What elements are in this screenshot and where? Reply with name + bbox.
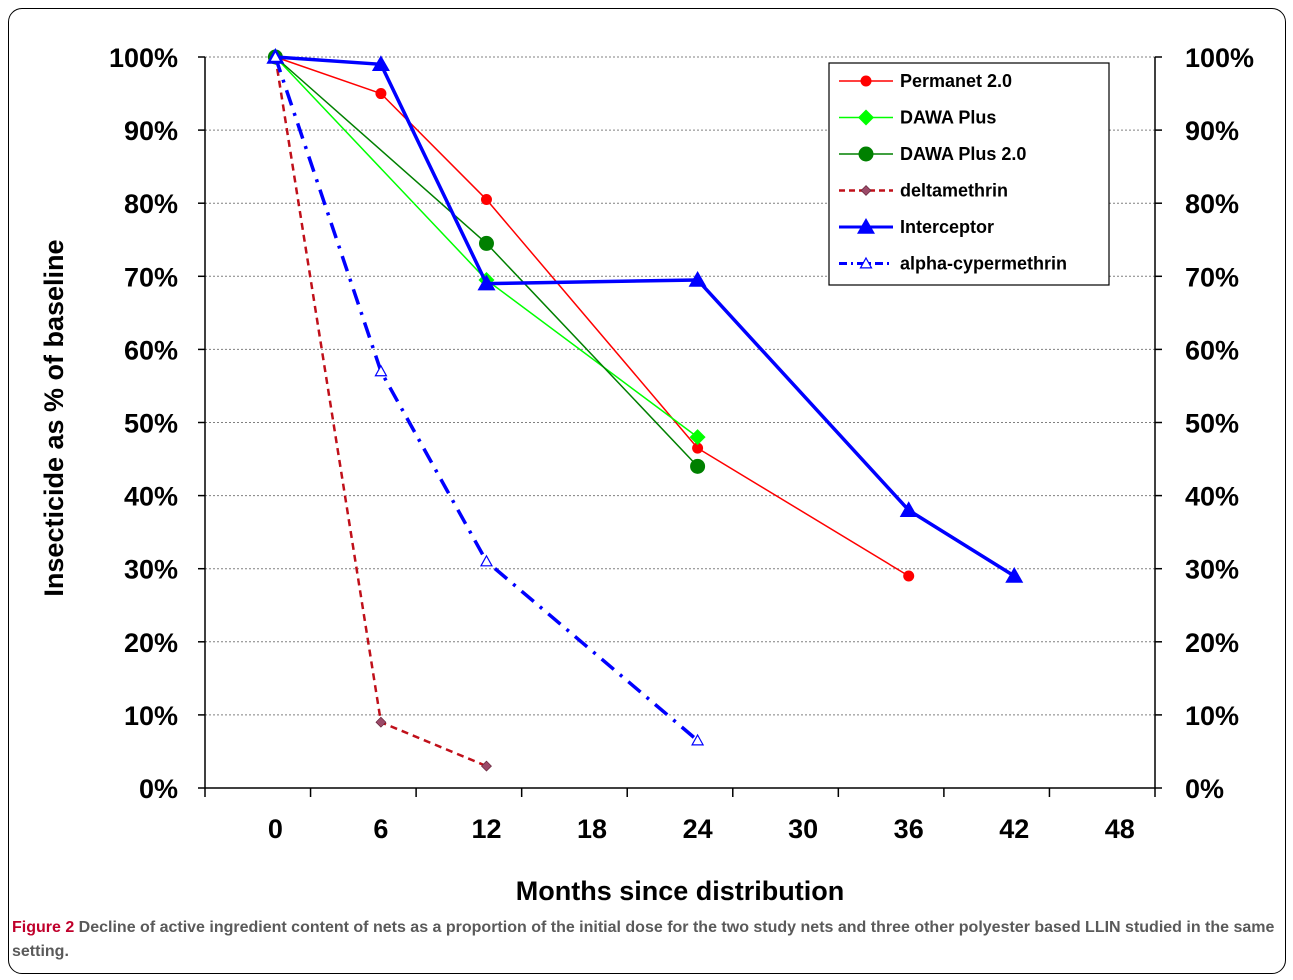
y-tick-label-right: 40% <box>1185 482 1239 512</box>
data-point <box>480 194 492 206</box>
x-tick-label: 24 <box>683 814 713 844</box>
y-tick-label-left: 70% <box>124 262 178 292</box>
caption-period: . <box>64 943 69 960</box>
x-tick-label: 42 <box>999 814 1029 844</box>
figure-caption: Figure 2 Decline of active ingredient co… <box>0 916 1293 964</box>
data-point <box>690 458 706 474</box>
legend: Permanet 2.0 DAWA Plus DAWA Plus 2.0 deltam… <box>828 62 1110 286</box>
series-line <box>275 55 1016 578</box>
legend-label: deltamethrin <box>900 181 1008 201</box>
series-alpha-cypermethrin <box>268 50 705 746</box>
series-permanet-2-0 <box>269 51 915 582</box>
y-tick-label-left: 10% <box>124 701 178 731</box>
data-point <box>688 270 707 287</box>
series-line <box>273 56 699 742</box>
y-tick-label-right: 100% <box>1185 43 1254 73</box>
data-point <box>268 50 282 63</box>
y-tick-label-right: 80% <box>1185 189 1239 219</box>
data-point <box>374 364 388 377</box>
y-tick-label-right: 70% <box>1185 262 1239 292</box>
series-deltamethrin <box>269 51 492 772</box>
y-tick-label-right: 0% <box>1185 774 1224 804</box>
data-point <box>691 733 705 746</box>
data-point <box>903 570 915 582</box>
series-line <box>274 56 699 467</box>
x-tick-label: 30 <box>788 814 818 844</box>
data-point <box>371 55 390 72</box>
y-tick-label-right: 60% <box>1185 335 1239 365</box>
legend-box <box>828 62 1110 286</box>
legend-item: Interceptor <box>839 217 994 237</box>
caption-label: Figure 2 <box>12 919 75 936</box>
legend-swatch-marker <box>857 218 875 234</box>
legend-swatch-marker <box>860 75 872 87</box>
legend-item: DAWA Plus 2.0 <box>839 144 1026 164</box>
x-tick-label: 0 <box>268 814 283 844</box>
legend-label: Interceptor <box>900 217 994 237</box>
series-dawa-plus-2-0 <box>267 49 706 474</box>
line-chart: 0% 0% 10% 10% 20% 20% 30% 30% 40% 40% 50% 50% 60% 60%… <box>39 43 1254 906</box>
y-tick-label-right: 90% <box>1185 116 1239 146</box>
data-point <box>479 554 494 567</box>
y-tick-label-right: 30% <box>1185 555 1239 585</box>
legend-swatch-marker <box>858 146 874 162</box>
y-tick-label-right: 50% <box>1185 409 1239 439</box>
data-point <box>899 501 918 517</box>
series <box>266 48 1024 772</box>
y-tick-label-left: 30% <box>124 555 178 585</box>
x-tick-label: 36 <box>894 814 924 844</box>
legend-swatch-marker <box>860 185 872 196</box>
y-tick-label-right: 20% <box>1185 628 1239 658</box>
x-tick-label: 6 <box>373 814 388 844</box>
legend-swatch-marker <box>859 256 873 269</box>
y-tick-label-left: 50% <box>124 409 178 439</box>
data-point <box>375 716 387 728</box>
y-tick-label-left: 90% <box>124 116 178 146</box>
y-tick-label-left: 100% <box>109 43 178 73</box>
legend-item: alpha-cypermethrin <box>839 254 1067 274</box>
data-point <box>689 429 706 446</box>
data-point <box>375 88 387 100</box>
data-point <box>481 760 492 772</box>
y-tick-label-left: 0% <box>139 774 178 804</box>
legend-label: DAWA Plus <box>900 108 996 128</box>
y-tick-label-left: 80% <box>124 189 178 219</box>
y-tick-label-left: 40% <box>124 482 178 512</box>
legend-label: alpha-cypermethrin <box>900 254 1067 274</box>
y-tick-label-left: 60% <box>124 335 178 365</box>
legend-item: deltamethrin <box>839 181 1008 201</box>
x-tick-label: 12 <box>471 814 501 844</box>
x-tick-label: 18 <box>577 814 607 844</box>
series-line <box>274 56 487 768</box>
data-point <box>1005 567 1024 583</box>
data-point <box>477 274 496 291</box>
y-tick-label-left: 20% <box>124 628 178 658</box>
legend-item: DAWA Plus <box>839 108 996 128</box>
x-axis-title: Months since distribution <box>516 876 845 906</box>
series-line <box>275 56 910 577</box>
data-point <box>692 442 704 454</box>
legend-label: DAWA Plus 2.0 <box>900 144 1026 164</box>
axes: 0% 0% 10% 10% 20% 20% 30% 30% 40% 40% 50% 50% 60% 60%… <box>109 43 1254 844</box>
legend-swatch-marker <box>858 109 874 126</box>
x-tick-label: 48 <box>1105 814 1135 844</box>
y-tick-label-right: 10% <box>1185 701 1239 731</box>
y-axis-title: Insecticide as % of baseline <box>39 239 69 596</box>
caption-text: Decline of active ingredient content of … <box>12 919 1275 960</box>
legend-label: Permanet 2.0 <box>900 71 1012 91</box>
data-point <box>478 235 494 251</box>
legend-item: Permanet 2.0 <box>839 71 1012 91</box>
